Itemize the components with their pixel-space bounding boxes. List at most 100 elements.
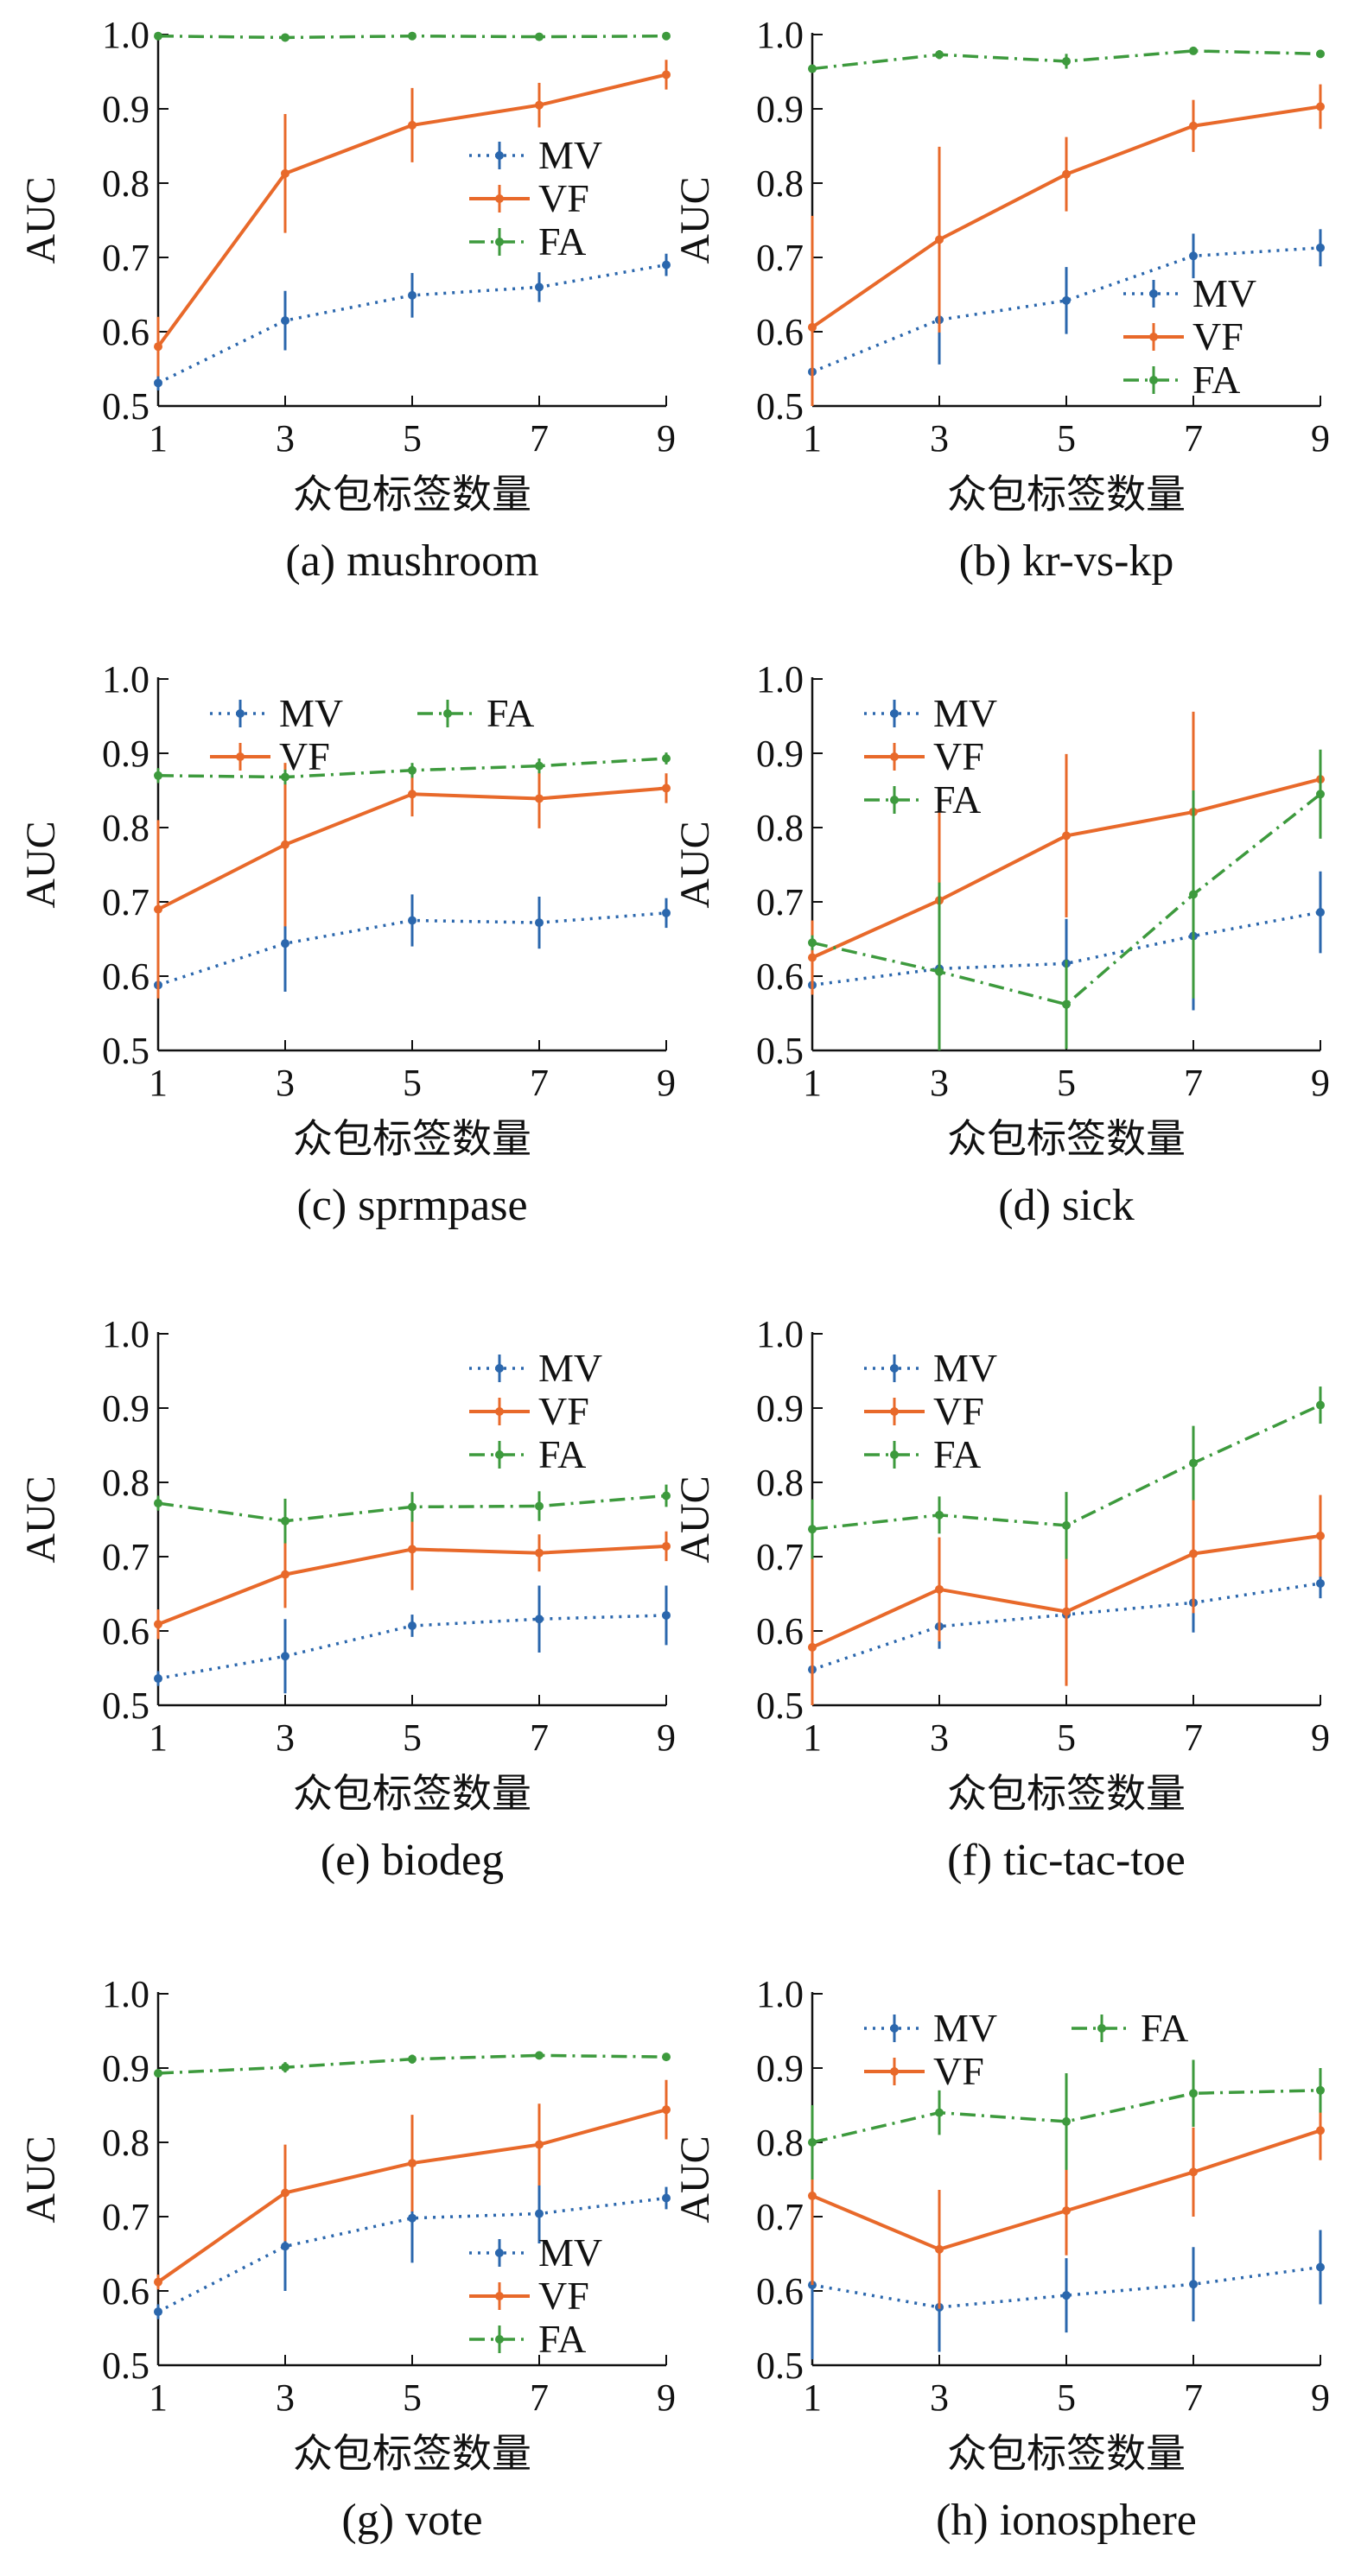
x-axis-label: 众包标签数量 [947, 2430, 1186, 2477]
data-point [808, 2191, 817, 2200]
x-tick-label: 5 [403, 1716, 422, 1759]
data-point [154, 342, 162, 352]
series-fa [808, 749, 1325, 1050]
data-point [662, 70, 671, 79]
x-tick-label: 9 [1311, 1716, 1330, 1759]
legend-label: VF [933, 2049, 984, 2093]
x-tick-label: 1 [149, 1062, 168, 1104]
data-point [935, 1510, 944, 1520]
y-tick-label: 0.9 [102, 88, 149, 130]
x-tick-label: 5 [1057, 1062, 1076, 1104]
data-point [1316, 1578, 1325, 1588]
series-fa [154, 752, 671, 785]
x-axis-label: 众包标签数量 [947, 1115, 1186, 1162]
series-line [157, 2196, 667, 2313]
x-tick-label: 7 [1184, 1716, 1203, 1759]
legend-item-mv: MV [864, 691, 997, 735]
y-tick-label: 1.0 [756, 1973, 804, 2015]
panel-g: 0.5 0.6 0.7 0.8 0.9 1.0 1 3 5 7 9 AUC 众包标签数量 (g) vote… [18, 1973, 676, 2545]
x-tick-label: 9 [1311, 417, 1330, 460]
series-line [157, 263, 667, 384]
x-tick-label: 3 [276, 417, 295, 460]
legend-label: MV [538, 133, 602, 177]
legend-marker [443, 709, 452, 718]
data-point [662, 2193, 671, 2203]
data-point [1189, 121, 1198, 130]
y-tick-label: 1.0 [756, 1313, 804, 1355]
legend-item-vf: VF [469, 176, 589, 220]
y-tick-label: 0.8 [756, 162, 804, 205]
data-point [1062, 56, 1071, 66]
x-axis-label: 众包标签数量 [293, 2430, 531, 2477]
x-tick-label: 3 [276, 1062, 295, 1104]
data-point [408, 120, 417, 130]
legend-marker [495, 2335, 504, 2344]
x-tick-label: 9 [657, 1062, 676, 1104]
y-tick-label: 0.5 [756, 1685, 804, 1727]
legend-label: VF [933, 734, 984, 778]
series-vf [808, 84, 1325, 406]
legend-label: VF [538, 176, 589, 220]
x-tick-label: 9 [1311, 2376, 1330, 2419]
data-point [154, 1499, 162, 1508]
series-mv [154, 894, 671, 993]
x-tick-label: 9 [657, 2376, 676, 2419]
x-tick-label: 1 [803, 417, 822, 460]
data-point [662, 2053, 671, 2062]
x-tick-label: 5 [1057, 417, 1076, 460]
x-tick-label: 7 [1184, 417, 1203, 460]
data-point [154, 31, 162, 41]
data-point [281, 33, 289, 42]
x-axis-label: 众包标签数量 [947, 471, 1186, 517]
panel-b: 0.5 0.6 0.7 0.8 0.9 1.0 1 3 5 7 9 AUC 众包标签数量 (b) kr-v… [672, 14, 1330, 586]
y-tick-label: 0.8 [102, 2122, 149, 2164]
legend-label: VF [279, 734, 330, 778]
y-tick-label: 0.8 [756, 1462, 804, 1504]
legend-marker [495, 194, 504, 203]
panel-caption: (d) sick [998, 1181, 1134, 1230]
legend-item-mv: MV [469, 1346, 602, 1390]
y-tick-label: 1.0 [102, 1313, 149, 1355]
legend-label: MV [933, 1346, 997, 1390]
data-point [1189, 1549, 1198, 1558]
legend-label: FA [1141, 2006, 1188, 2050]
legend-item-vf: VF [864, 734, 984, 778]
x-tick-label: 3 [276, 2376, 295, 2419]
panel-caption: (a) mushroom [285, 536, 538, 586]
data-point [662, 1541, 671, 1551]
legend-marker [495, 1364, 504, 1373]
x-tick-label: 1 [149, 417, 168, 460]
data-point [935, 235, 944, 244]
data-point [281, 2063, 289, 2072]
data-point [535, 282, 544, 292]
legend-item-mv: MV [469, 2230, 602, 2275]
panel-caption: (c) sprmpase [296, 1181, 527, 1230]
data-point [281, 2188, 289, 2198]
y-axis-label: AUC [18, 2135, 64, 2223]
legend-marker [1149, 333, 1158, 341]
legend-item-vf: VF [469, 2274, 589, 2318]
data-point [1189, 46, 1198, 55]
legend-item-mv: MV [864, 1346, 997, 1390]
data-point [154, 2277, 162, 2287]
panel-caption: (f) tic-tac-toe [947, 1836, 1186, 1885]
data-point [281, 1516, 289, 1526]
legend-item-vf: VF [864, 2049, 984, 2093]
x-tick-label: 7 [1184, 2376, 1203, 2419]
legend-marker [890, 2067, 899, 2076]
panel-caption: (e) biodeg [321, 1836, 504, 1885]
x-tick-label: 5 [403, 1062, 422, 1104]
legend-marker [890, 2024, 899, 2033]
legend-label: MV [538, 1346, 602, 1390]
x-tick-label: 7 [530, 1062, 549, 1104]
legend-marker [890, 709, 899, 718]
y-tick-label: 0.5 [756, 2344, 804, 2387]
data-point [281, 168, 289, 178]
data-point [1189, 890, 1198, 899]
data-point [935, 50, 944, 60]
data-point [662, 31, 671, 41]
legend-marker [236, 752, 245, 761]
panel-d: 0.5 0.6 0.7 0.8 0.9 1.0 1 3 5 7 9 AUC 众包标签数量 (d) sick… [672, 658, 1330, 1230]
